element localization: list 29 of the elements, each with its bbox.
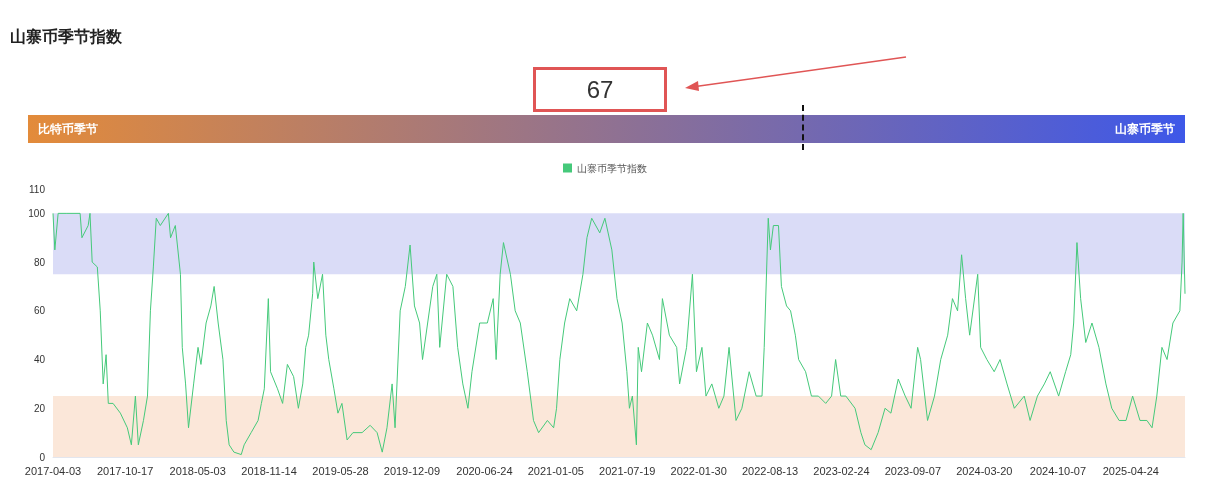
x-tick-label: 2025-04-24 xyxy=(1102,464,1159,477)
x-tick-label: 2021-07-19 xyxy=(599,464,656,477)
x-tick-label: 2018-11-14 xyxy=(241,464,297,477)
x-tick-label: 2020-06-24 xyxy=(456,464,513,477)
x-tick-label: 2017-04-03 xyxy=(24,464,82,477)
x-tick-label: 2021-01-05 xyxy=(527,464,584,477)
line-series xyxy=(52,212,1186,456)
text: 山寨币季节 xyxy=(1115,120,1175,138)
legend-label: 山寨币季节指数 xyxy=(577,162,647,174)
chart-title: 山寨币季节指数 xyxy=(10,27,122,47)
x-tick-label: 2019-05-28 xyxy=(312,464,369,477)
y-tick-label: 80 xyxy=(33,256,46,268)
x-tick-label: 2018-05-03 xyxy=(169,464,226,477)
x-tick-label: 2022-08-13 xyxy=(741,464,799,477)
x-tick-label: 2024-10-07 xyxy=(1029,464,1087,477)
x-tick-label: 2023-09-07 xyxy=(884,464,942,477)
y-tick-label: 110 xyxy=(29,183,46,195)
y-tick-label: 60 xyxy=(33,305,46,317)
x-tick-label: 2022-01-30 xyxy=(670,464,727,477)
y-tick-label: 40 xyxy=(33,354,46,366)
y-tick-label: 100 xyxy=(28,207,46,219)
y-tick-label: 0 xyxy=(39,451,46,463)
x-tick-label: 2023-02-24 xyxy=(813,464,870,477)
x-tick-label: 2019-12-09 xyxy=(383,464,441,477)
y-tick-label: 20 xyxy=(33,402,46,414)
x-tick-label: 2024-03-20 xyxy=(956,464,1013,477)
text: 67 xyxy=(533,67,667,112)
text: 比特币季节 xyxy=(38,120,98,138)
x-tick-label: 2017-10-17 xyxy=(97,464,154,477)
